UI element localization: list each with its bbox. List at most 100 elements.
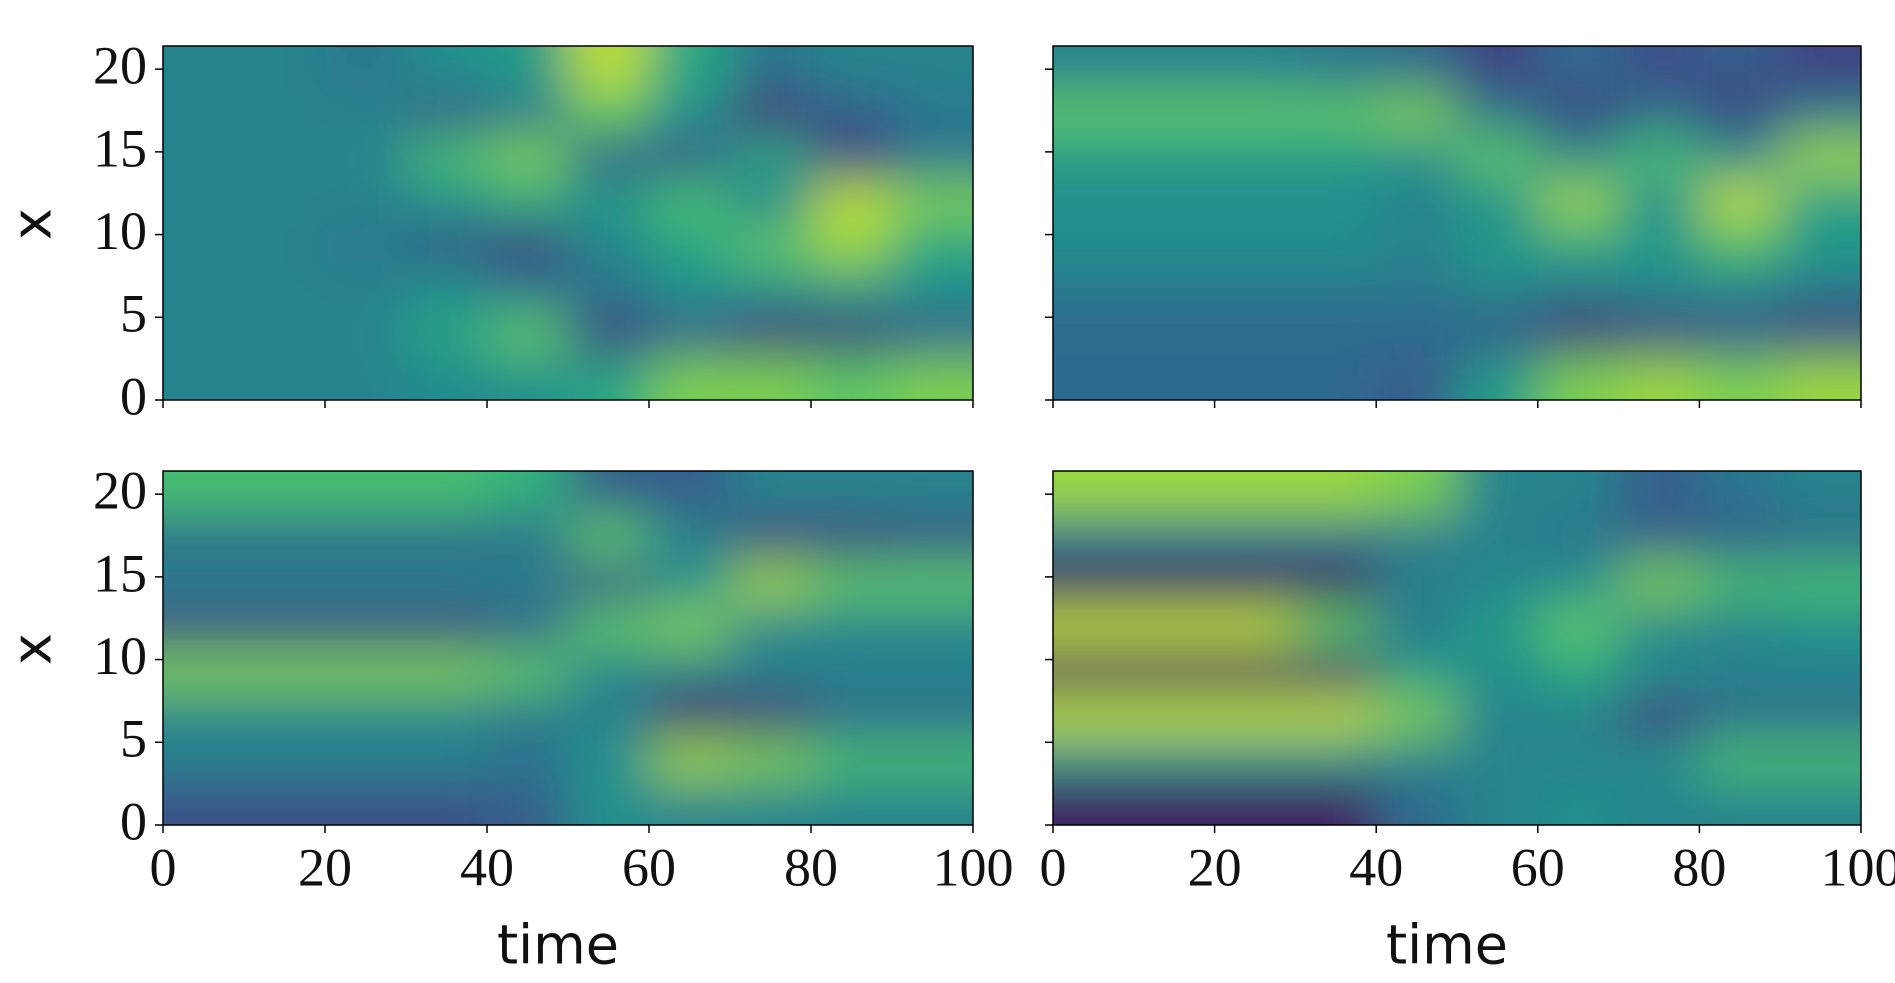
heat-cell [1133, 355, 1216, 400]
heat-cell [487, 223, 569, 269]
heat-cell [487, 471, 569, 517]
heat-cell [649, 692, 731, 738]
heat-cell [811, 559, 893, 605]
x-tick-label: 80 [1672, 837, 1726, 897]
heat-cell [1214, 780, 1297, 825]
heat-cell [1295, 559, 1378, 605]
heat-cell [325, 515, 407, 561]
heat-cell [1053, 603, 1135, 649]
heat-cell [730, 648, 812, 694]
heat-cell [1376, 46, 1458, 92]
heat-cell [811, 780, 893, 825]
heat-cell [730, 311, 812, 357]
heat-cell [406, 780, 488, 825]
heat-cell [1618, 648, 1701, 694]
heat-cell [244, 46, 326, 92]
heat-cell [1618, 355, 1701, 400]
heat-cell [1295, 736, 1378, 782]
heat-cell [649, 267, 731, 313]
heat-cell [1295, 178, 1378, 224]
heat-cell [730, 515, 812, 561]
heat-cell [1133, 134, 1216, 180]
heat-cell [1618, 178, 1701, 224]
heat-cell [1295, 311, 1378, 357]
heat-cell [892, 46, 973, 92]
heat-cell [649, 559, 731, 605]
heat-cell [811, 471, 893, 517]
heat-cell [1699, 46, 1782, 92]
heat-cell [487, 134, 569, 180]
heat-cell [730, 267, 812, 313]
heat-cell [487, 46, 569, 92]
heat-cell [892, 223, 973, 269]
heat-cell [811, 355, 893, 400]
heat-cell [730, 90, 812, 136]
heat-cell [1053, 46, 1135, 92]
heat-cell [163, 267, 245, 313]
heatmap-cells [1053, 46, 1861, 400]
x-tick-label: 40 [1349, 837, 1403, 897]
heat-cell [1618, 134, 1701, 180]
heat-cell [1699, 223, 1782, 269]
heat-cell [568, 559, 650, 605]
heat-cell [406, 134, 488, 180]
heat-cell [1780, 736, 1861, 782]
heat-cell [892, 134, 973, 180]
plot-frame [162, 470, 974, 826]
heat-cell [730, 355, 812, 400]
heat-cell [1457, 134, 1539, 180]
heat-cell [1376, 355, 1458, 400]
heat-cell [730, 471, 812, 517]
heat-cell [649, 46, 731, 92]
heat-cell [1537, 355, 1620, 400]
heat-cell [1537, 223, 1620, 269]
heat-cell [811, 267, 893, 313]
heat-cell [406, 223, 488, 269]
heat-cell [325, 178, 407, 224]
x-tick-label: 100 [933, 837, 1014, 897]
heat-cell [1457, 178, 1539, 224]
heat-cell [244, 780, 326, 825]
heat-cell [1699, 355, 1782, 400]
heat-cell [1053, 780, 1135, 825]
heat-cell [325, 471, 407, 517]
heat-cell [649, 355, 731, 400]
heat-cell [1618, 603, 1701, 649]
heat-cell [1376, 90, 1458, 136]
heat-cell [1214, 46, 1297, 92]
heat-cell [1699, 736, 1782, 782]
heat-cell [406, 692, 488, 738]
heat-cell [1537, 515, 1620, 561]
heat-cell [244, 134, 326, 180]
heat-cell [163, 471, 245, 517]
heat-cell [325, 736, 407, 782]
heat-cell [568, 223, 650, 269]
heat-cell [568, 178, 650, 224]
heat-cell [1053, 471, 1135, 517]
heat-cell [1295, 134, 1378, 180]
heat-cell [163, 603, 245, 649]
x-tick-label: 60 [1511, 837, 1565, 897]
heat-cell [325, 603, 407, 649]
heat-cell [1780, 355, 1861, 400]
heat-cell [1699, 780, 1782, 825]
heat-cell [568, 134, 650, 180]
heat-cell [406, 559, 488, 605]
heatmap [1053, 46, 1861, 400]
heat-cell [1295, 90, 1378, 136]
heat-cell [1699, 471, 1782, 517]
heat-cell [1214, 223, 1297, 269]
y-tick-label: 5 [120, 709, 147, 769]
heat-cell [1214, 311, 1297, 357]
heat-cell [730, 559, 812, 605]
heat-cell [1133, 311, 1216, 357]
heat-cell [244, 736, 326, 782]
heat-cell [244, 692, 326, 738]
heat-cell [325, 648, 407, 694]
heat-cell [1376, 311, 1458, 357]
heat-cell [1780, 780, 1861, 825]
heat-cell [811, 223, 893, 269]
heat-cell [892, 355, 973, 400]
heat-cell [649, 311, 731, 357]
heat-cell [1457, 471, 1539, 517]
